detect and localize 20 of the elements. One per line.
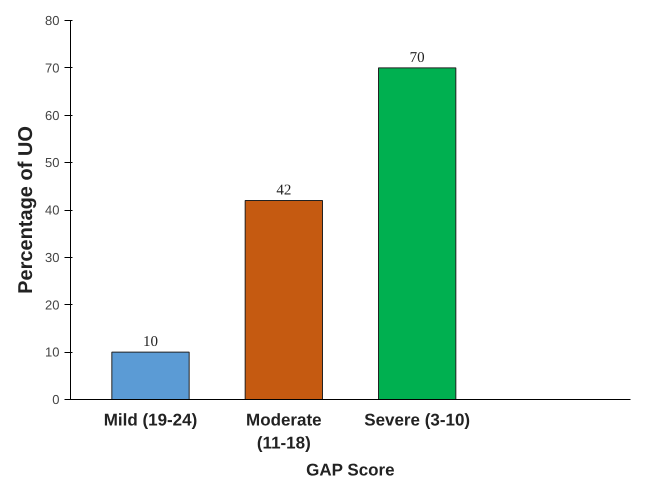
x-axis-title: GAP Score <box>306 460 395 480</box>
data-label: 42 <box>276 182 292 199</box>
y-tick-label: 30 <box>45 250 60 265</box>
y-tick-label: 50 <box>45 155 60 170</box>
x-tick-label: Severe (3-10) <box>364 410 470 430</box>
x-tick-label: Moderate (11-18) <box>246 410 322 452</box>
bar <box>111 352 190 400</box>
x-tick-label: Mild (19-24) <box>104 410 198 430</box>
y-tick-label: 80 <box>45 13 60 28</box>
data-label: 10 <box>143 334 158 350</box>
y-tick-label: 40 <box>45 202 60 218</box>
data-label: 70 <box>410 50 425 66</box>
bar <box>378 67 456 400</box>
y-tick-label: 60 <box>45 108 60 123</box>
bar <box>244 200 323 400</box>
y-tick-label: 10 <box>45 344 60 360</box>
y-tick-label: 20 <box>45 297 60 312</box>
y-tick-label: 0 <box>52 392 60 407</box>
y-tick-label: 70 <box>45 60 60 76</box>
y-axis-title: Percentage of UO <box>15 126 38 294</box>
